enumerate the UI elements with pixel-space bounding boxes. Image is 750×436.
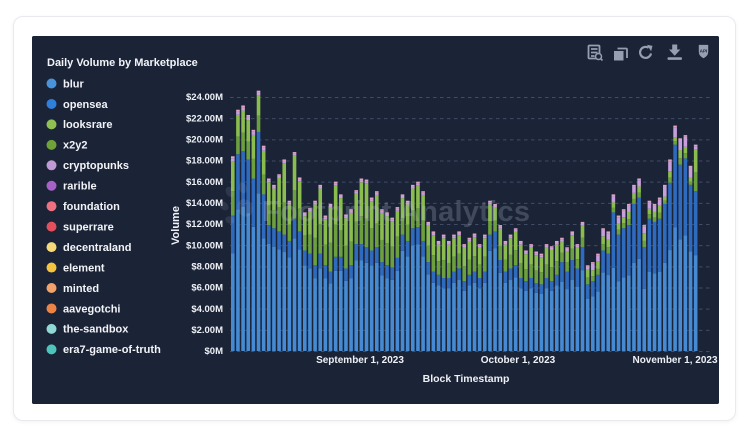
svg-text:API: API: [700, 48, 708, 53]
svg-text:$20.00M: $20.00M: [186, 135, 223, 146]
svg-text:$24.00M: $24.00M: [186, 92, 223, 103]
svg-text:x2y2: x2y2: [63, 140, 87, 152]
svg-text:$22.00M: $22.00M: [186, 113, 223, 124]
svg-text:rarible: rarible: [63, 181, 97, 193]
svg-text:Block Timestamp: Block Timestamp: [423, 373, 510, 385]
svg-text:$18.00M: $18.00M: [186, 156, 223, 167]
svg-text:aavegotchi: aavegotchi: [63, 303, 120, 315]
svg-text:Footprint Analytics: Footprint Analytics: [262, 196, 530, 228]
svg-text:$8.00M: $8.00M: [191, 262, 223, 273]
svg-text:superrare: superrare: [63, 221, 114, 233]
svg-text:opensea: opensea: [63, 99, 109, 111]
svg-text:$16.00M: $16.00M: [186, 177, 223, 188]
svg-text:$0M: $0M: [205, 346, 224, 357]
svg-text:Daily Volume by Marketplace: Daily Volume by Marketplace: [47, 57, 198, 69]
svg-text:decentraland: decentraland: [63, 242, 131, 254]
svg-text:September 1, 2023: September 1, 2023: [316, 355, 404, 366]
svg-text:element: element: [63, 262, 105, 274]
svg-text:$4.00M: $4.00M: [191, 304, 223, 315]
svg-text:$2.00M: $2.00M: [191, 325, 223, 336]
svg-text:looksrare: looksrare: [63, 119, 113, 131]
svg-text:cryptopunks: cryptopunks: [63, 160, 129, 172]
svg-text:November 1, 2023: November 1, 2023: [632, 355, 717, 366]
svg-text:minted: minted: [63, 283, 99, 295]
svg-text:foundation: foundation: [63, 201, 120, 213]
svg-text:October 1, 2023: October 1, 2023: [481, 355, 556, 366]
svg-text:the-sandbox: the-sandbox: [63, 324, 129, 336]
svg-text:$10.00M: $10.00M: [186, 240, 223, 251]
svg-text:$6.00M: $6.00M: [191, 283, 223, 294]
svg-text:$12.00M: $12.00M: [186, 219, 223, 230]
svg-text:$14.00M: $14.00M: [186, 198, 223, 209]
svg-text:Volume: Volume: [170, 206, 182, 245]
svg-text:blur: blur: [63, 78, 84, 90]
svg-text:era7-game-of-truth: era7-game-of-truth: [63, 344, 161, 356]
